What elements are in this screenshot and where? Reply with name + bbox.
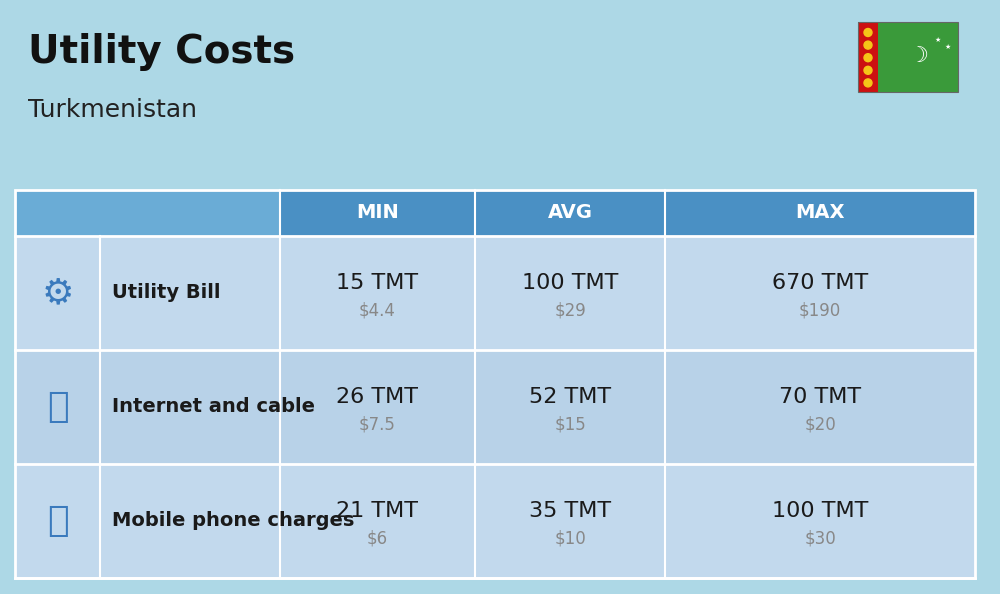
FancyBboxPatch shape (15, 190, 280, 236)
Text: $190: $190 (799, 302, 841, 320)
Text: $10: $10 (554, 530, 586, 548)
Text: $29: $29 (554, 302, 586, 320)
Text: ⚙: ⚙ (41, 276, 74, 310)
Text: Mobile phone charges: Mobile phone charges (112, 511, 354, 530)
Text: 70 TMT: 70 TMT (779, 387, 861, 407)
Text: 📡: 📡 (47, 390, 68, 424)
Text: $7.5: $7.5 (359, 416, 396, 434)
Text: $4.4: $4.4 (359, 302, 396, 320)
FancyBboxPatch shape (15, 190, 975, 236)
Text: 670 TMT: 670 TMT (772, 273, 868, 293)
Text: 📱: 📱 (47, 504, 68, 538)
Circle shape (864, 53, 872, 62)
Text: ★: ★ (935, 36, 941, 43)
Circle shape (864, 41, 872, 49)
Text: MAX: MAX (795, 204, 845, 223)
Text: 52 TMT: 52 TMT (529, 387, 611, 407)
Text: AVG: AVG (548, 204, 592, 223)
Text: Utility Costs: Utility Costs (28, 33, 295, 71)
FancyBboxPatch shape (15, 350, 975, 464)
Text: 15 TMT: 15 TMT (336, 273, 419, 293)
Circle shape (864, 29, 872, 36)
Text: Turkmenistan: Turkmenistan (28, 98, 197, 122)
Text: 21 TMT: 21 TMT (336, 501, 418, 521)
Text: 26 TMT: 26 TMT (336, 387, 418, 407)
Text: $6: $6 (367, 530, 388, 548)
Text: Internet and cable: Internet and cable (112, 397, 315, 416)
Text: 35 TMT: 35 TMT (529, 501, 611, 521)
Text: $30: $30 (804, 530, 836, 548)
Text: Utility Bill: Utility Bill (112, 283, 220, 302)
Text: $15: $15 (554, 416, 586, 434)
FancyBboxPatch shape (858, 22, 958, 92)
Text: ★: ★ (945, 43, 951, 49)
FancyBboxPatch shape (15, 464, 975, 578)
Text: 100 TMT: 100 TMT (522, 273, 618, 293)
Text: ☽: ☽ (908, 46, 928, 65)
Circle shape (864, 67, 872, 74)
Circle shape (864, 79, 872, 87)
Text: MIN: MIN (356, 204, 399, 223)
FancyBboxPatch shape (15, 236, 975, 350)
Text: $20: $20 (804, 416, 836, 434)
Text: 100 TMT: 100 TMT (772, 501, 868, 521)
FancyBboxPatch shape (858, 22, 878, 92)
